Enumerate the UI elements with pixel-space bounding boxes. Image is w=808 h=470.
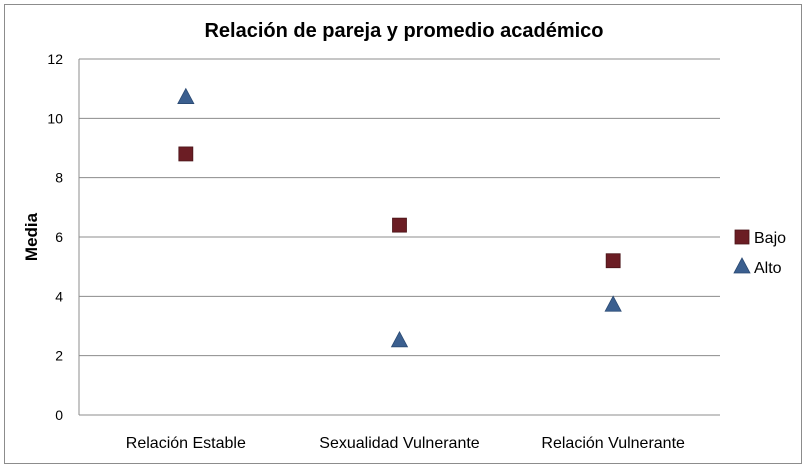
marker-alto-1 (390, 330, 409, 348)
x-category-label: Relación Estable (126, 435, 246, 452)
data-markers (177, 87, 622, 348)
y-axis-label: Media (22, 212, 41, 261)
marker-bajo-2 (605, 253, 621, 269)
axes (78, 59, 720, 416)
y-tick-labels: 0 2 4 6 8 10 12 (47, 51, 63, 423)
legend-label-bajo: Bajo (754, 230, 786, 247)
y-tick-label: 8 (55, 170, 63, 186)
marker-bajo-0 (178, 146, 194, 162)
x-category-labels: Relación Estable Sexualidad Vulnerante Rel… (126, 435, 685, 452)
chart-title: Relación de pareja y promedio académico (204, 20, 603, 42)
y-tick-label: 6 (55, 229, 63, 245)
legend: Bajo Alto (733, 229, 786, 277)
y-tick-label: 0 (55, 407, 63, 423)
x-category-label: Sexualidad Vulnerante (319, 435, 480, 452)
legend-marker-alto (733, 257, 751, 274)
marker-alto-2 (604, 295, 622, 312)
legend-label-alto: Alto (754, 260, 782, 277)
y-tick-label: 2 (55, 348, 63, 364)
y-tick-label: 12 (47, 51, 63, 67)
legend-marker-bajo (734, 229, 750, 245)
y-tick-label: 4 (55, 288, 63, 304)
chart-frame (4, 4, 802, 464)
x-category-label: Relación Vulnerante (541, 435, 685, 452)
gridlines (79, 58, 720, 357)
y-tick-label: 10 (47, 110, 63, 126)
marker-alto-0 (177, 87, 195, 104)
marker-bajo-1 (392, 217, 407, 233)
